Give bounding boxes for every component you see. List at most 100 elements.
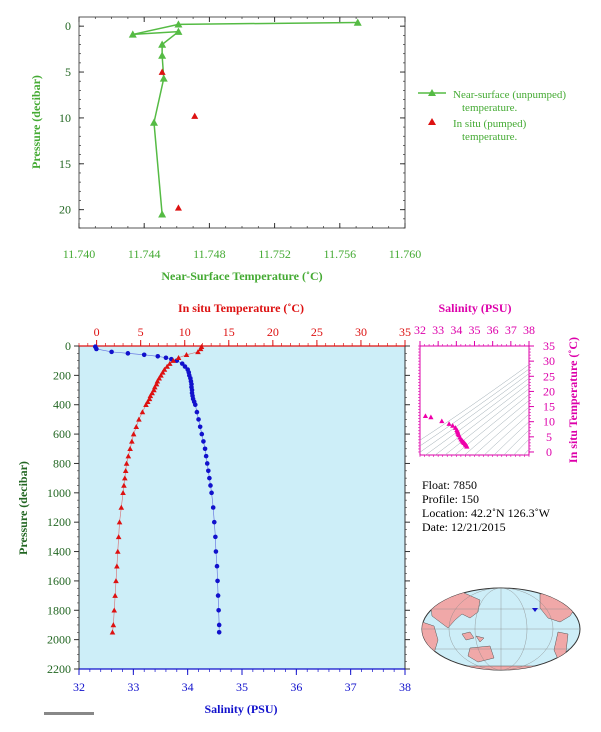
ts-point — [439, 418, 445, 424]
temp-tick-label: 30 — [355, 325, 367, 339]
temperature-point — [122, 467, 129, 474]
sal-tick-label: 35 — [236, 680, 248, 694]
temp-tick-label: 5 — [138, 325, 144, 339]
profile-top-xlabel: In situ Temperature (˚C) — [178, 301, 304, 315]
ts-point — [450, 423, 456, 428]
temperature-point — [197, 346, 204, 352]
temperature-point — [113, 578, 119, 584]
temperature-point — [183, 352, 190, 358]
temp-tick-label: 0 — [94, 325, 100, 339]
unpumped-point — [174, 27, 183, 35]
pressure-tick-label: 0 — [65, 339, 71, 353]
x-tick-label: 11.744 — [128, 247, 161, 261]
ts-ylabel: In situ Temperature (˚C) — [566, 337, 580, 463]
density-contour — [483, 413, 529, 455]
ts-plot-area — [419, 345, 530, 456]
pumped-point — [191, 112, 199, 119]
pressure-tick-label: 2200 — [47, 662, 71, 676]
pressure-tick-label: 400 — [53, 398, 71, 412]
salinity-point — [216, 629, 222, 635]
salinity-point — [192, 402, 198, 408]
density-contour — [454, 394, 529, 455]
ts-x-tick-label: 34 — [450, 323, 462, 337]
temperature-point — [143, 401, 149, 407]
salinity-point — [94, 346, 99, 352]
pumped-point — [174, 204, 182, 211]
temperature-point — [151, 384, 158, 390]
unpumped-point — [149, 118, 158, 126]
unpumped-point — [174, 20, 183, 28]
salinity-point — [179, 361, 185, 366]
temperature-point — [127, 445, 133, 452]
density-contour — [420, 368, 529, 447]
salinity-point — [109, 349, 114, 355]
density-contour — [464, 400, 529, 455]
near-surface-xlabel: Near-Surface Temperature (˚C) — [161, 269, 322, 283]
profile-bottom-xlabel: Salinity (PSU) — [204, 702, 277, 716]
salinity-point — [202, 446, 208, 452]
pressure-tick-label: 1400 — [47, 545, 71, 559]
ts-y-tick-label: 25 — [543, 369, 555, 383]
density-contour — [474, 406, 529, 455]
density-contour — [513, 438, 529, 455]
ts-point — [464, 443, 470, 449]
profile-panel: 0 5 10 15 20 25 30 35 32 33 34 35 36 37 38 0 200 400 600 80… — [16, 301, 411, 716]
unpumped-point — [158, 51, 167, 59]
legend-pumped-line1: In situ (pumped) — [453, 118, 527, 130]
ts-point — [446, 421, 452, 426]
near-surface-plot-area — [78, 16, 406, 229]
float-location: Location: 42.2˚N 126.3˚W — [422, 506, 551, 520]
salinity-point — [182, 364, 188, 369]
salinity-point — [204, 461, 210, 466]
sal-tick-label: 33 — [127, 680, 139, 694]
pumped-point — [158, 68, 166, 75]
y-tick-label: 15 — [59, 157, 71, 171]
float-date: Date: 12/21/2015 — [422, 520, 506, 534]
unpumped-point — [158, 210, 167, 218]
salinity-point — [197, 424, 203, 430]
ts-y-tick-label: 5 — [546, 430, 552, 444]
salinity-point — [207, 475, 212, 481]
profile-ylabel: Pressure (decibar) — [16, 461, 30, 555]
legend-pumped-marker — [428, 118, 436, 125]
ts-x-tick-label: 35 — [469, 323, 481, 337]
legend-unpumped-line2: temperature. — [462, 102, 518, 114]
sal-tick-label: 37 — [345, 680, 357, 694]
temperature-point — [123, 460, 130, 466]
ts-x-tick-label: 38 — [523, 323, 535, 337]
salinity-point — [194, 409, 200, 415]
temperature-point — [111, 607, 118, 613]
temp-tick-label: 10 — [179, 325, 191, 339]
profile-plot-area — [78, 345, 406, 670]
temperature-point — [109, 629, 116, 635]
x-tick-label: 11.760 — [389, 247, 422, 261]
world-map — [421, 587, 581, 671]
ts-y-tick-label: 30 — [543, 354, 555, 368]
temperature-point — [164, 363, 170, 369]
temperature-point — [115, 534, 122, 540]
unpumped-point — [128, 30, 137, 38]
ts-x-tick-label: 37 — [505, 323, 517, 337]
salinity-point — [215, 593, 221, 598]
ts-x-tick-label: 36 — [487, 323, 499, 337]
density-contour — [420, 373, 529, 453]
ts-y-tick-label: 15 — [543, 400, 555, 414]
unpumped-point — [159, 74, 168, 82]
sal-tick-label: 32 — [73, 680, 85, 694]
salinity-point — [141, 352, 147, 358]
unpumped-point — [158, 40, 167, 48]
y-tick-label: 10 — [59, 111, 71, 125]
ts-y-tick-label: 0 — [546, 445, 552, 459]
temperature-point — [129, 438, 135, 444]
temperature-point — [110, 622, 117, 628]
salinity-point — [163, 355, 169, 361]
density-contour — [434, 383, 529, 455]
x-tick-label: 11.748 — [193, 247, 226, 261]
temperature-point — [121, 482, 127, 488]
pressure-tick-label: 1600 — [47, 574, 71, 588]
density-contour — [425, 378, 529, 455]
temp-tick-label: 15 — [223, 325, 235, 339]
density-contour — [503, 429, 529, 455]
near-surface-panel: 11.740 11.744 11.748 11.752 11.756 11.760 0 5 10… — [29, 16, 566, 283]
